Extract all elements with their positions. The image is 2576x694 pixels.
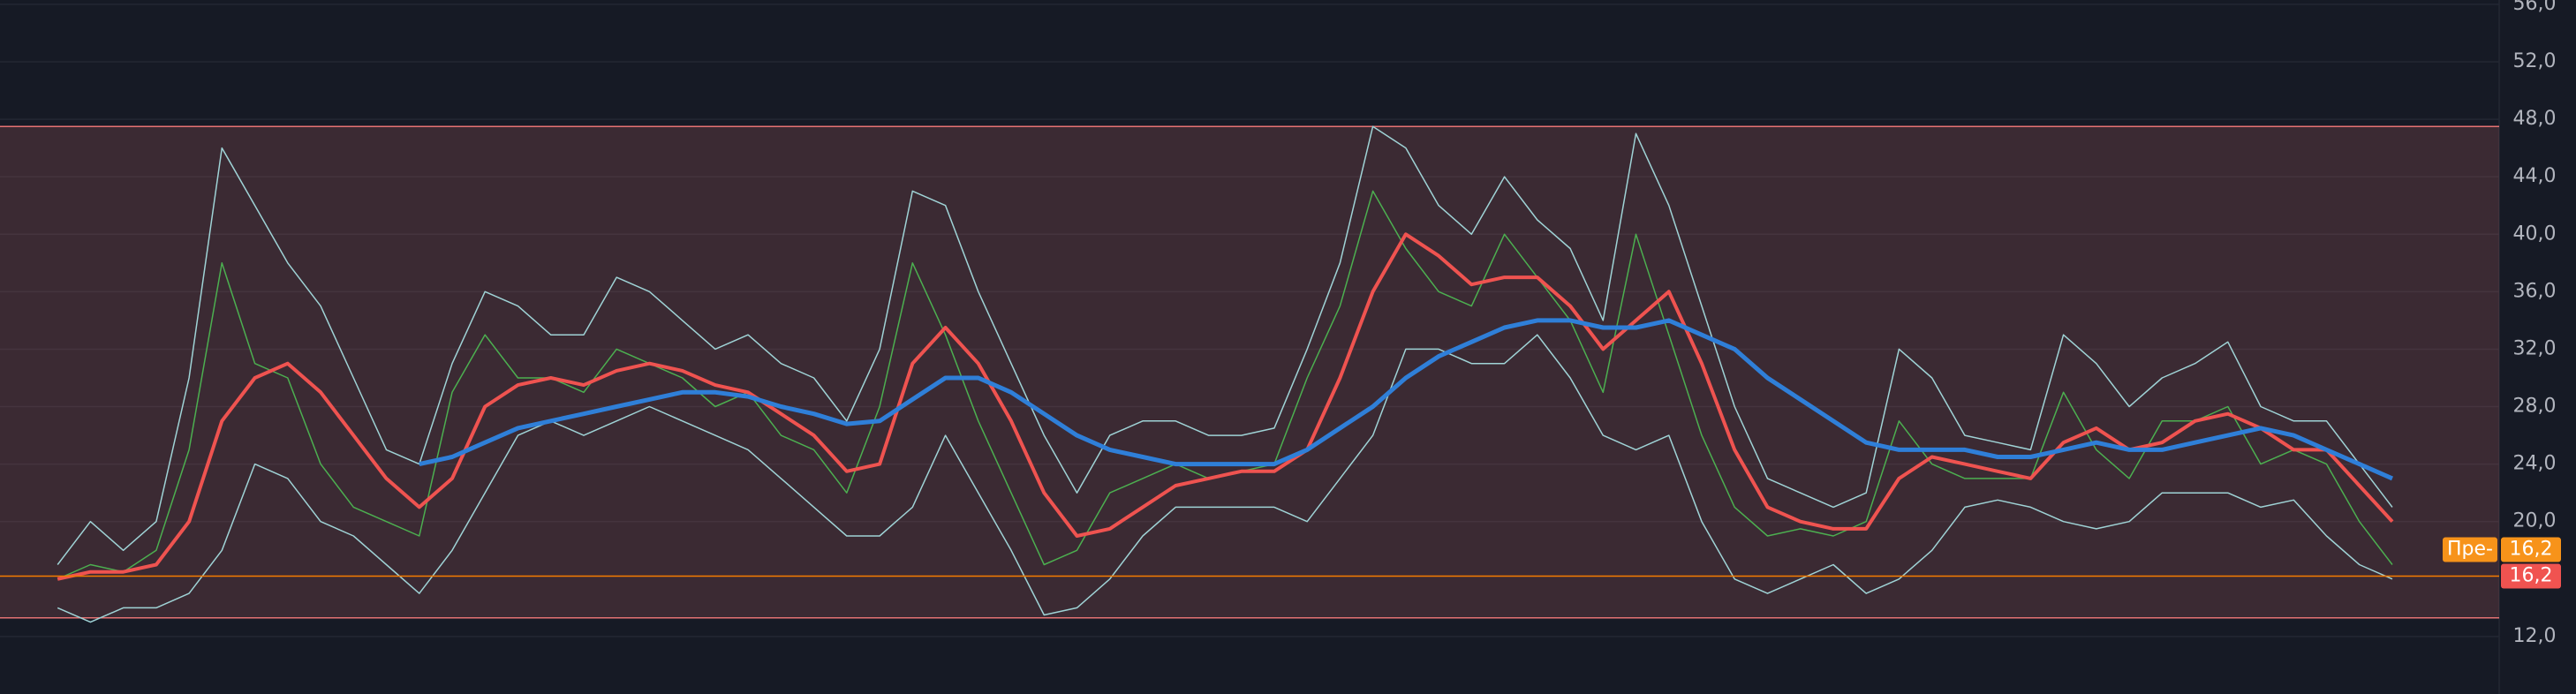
price-badge-value: 16,2 [2510,565,2553,587]
y-tick-label: 52,0 [2513,50,2557,72]
y-tick-label: 32,0 [2513,337,2557,359]
series-line [57,334,2393,623]
y-tick-label: 44,0 [2513,165,2557,187]
y-tick-label: 36,0 [2513,280,2557,302]
y-tick-label: 20,0 [2513,510,2557,532]
y-tick-label: 40,0 [2513,223,2557,245]
series-line [57,125,2393,565]
price-badge-label: Пре- [2447,539,2493,561]
price-badge [2501,537,2561,562]
y-tick-label: 56,0 [2513,0,2557,15]
price-badge-value: 16,2 [2510,539,2553,561]
series-line [419,318,2394,481]
zone [0,126,2499,618]
y-tick-label: 48,0 [2513,108,2557,130]
y-tick-label: 24,0 [2513,453,2557,475]
y-tick-label: 28,0 [2513,396,2557,418]
series-line [57,232,2394,581]
y-tick-label: 12,0 [2513,625,2557,647]
price-badge [2501,563,2561,589]
price-badge-tag [2443,537,2497,562]
